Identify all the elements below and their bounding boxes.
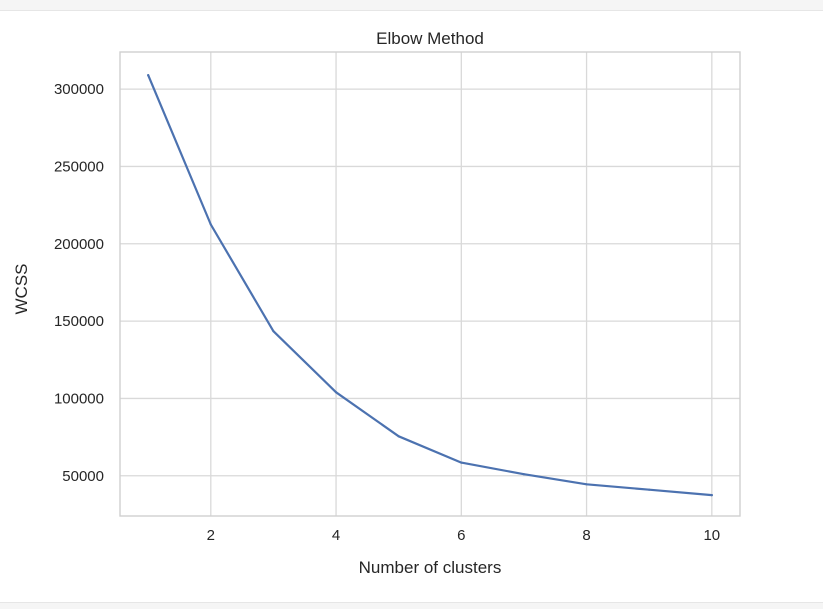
data-point xyxy=(272,330,275,333)
y-tick-labels: 50000 100000 150000 200000 250000 300000 xyxy=(54,81,104,485)
y-tick-label: 300000 xyxy=(54,81,104,98)
top-border-strip xyxy=(0,0,823,11)
data-point xyxy=(648,488,651,491)
data-point xyxy=(397,435,400,438)
y-tick-label: 200000 xyxy=(54,236,104,253)
x-tick-label: 10 xyxy=(703,527,720,544)
data-point xyxy=(710,494,713,497)
data-point xyxy=(147,74,150,77)
y-tick-label: 50000 xyxy=(62,468,104,485)
chart-title: Elbow Method xyxy=(376,29,484,48)
x-tick-labels: 2 4 6 8 10 xyxy=(207,527,721,544)
data-point xyxy=(334,391,338,394)
x-axis-label: Number of clusters xyxy=(359,558,502,577)
x-tick-label: 4 xyxy=(332,527,340,544)
plot-frame xyxy=(119,51,741,517)
series-line xyxy=(147,74,713,497)
y-tick-label: 250000 xyxy=(54,158,104,175)
y-tick-label: 100000 xyxy=(54,390,104,407)
y-tick-label: 150000 xyxy=(54,313,104,330)
y-axis-label: WCSS xyxy=(12,264,31,315)
x-tick-label: 6 xyxy=(457,527,465,544)
data-point xyxy=(585,483,588,486)
x-tick-label: 2 xyxy=(207,527,215,544)
series-group xyxy=(147,74,713,497)
data-point xyxy=(209,223,212,226)
data-point xyxy=(460,461,463,464)
plot-background xyxy=(120,52,740,516)
x-tick-label: 8 xyxy=(582,527,590,544)
grid-lines xyxy=(120,52,740,516)
bottom-border-strip xyxy=(0,602,823,609)
data-point xyxy=(522,473,526,476)
